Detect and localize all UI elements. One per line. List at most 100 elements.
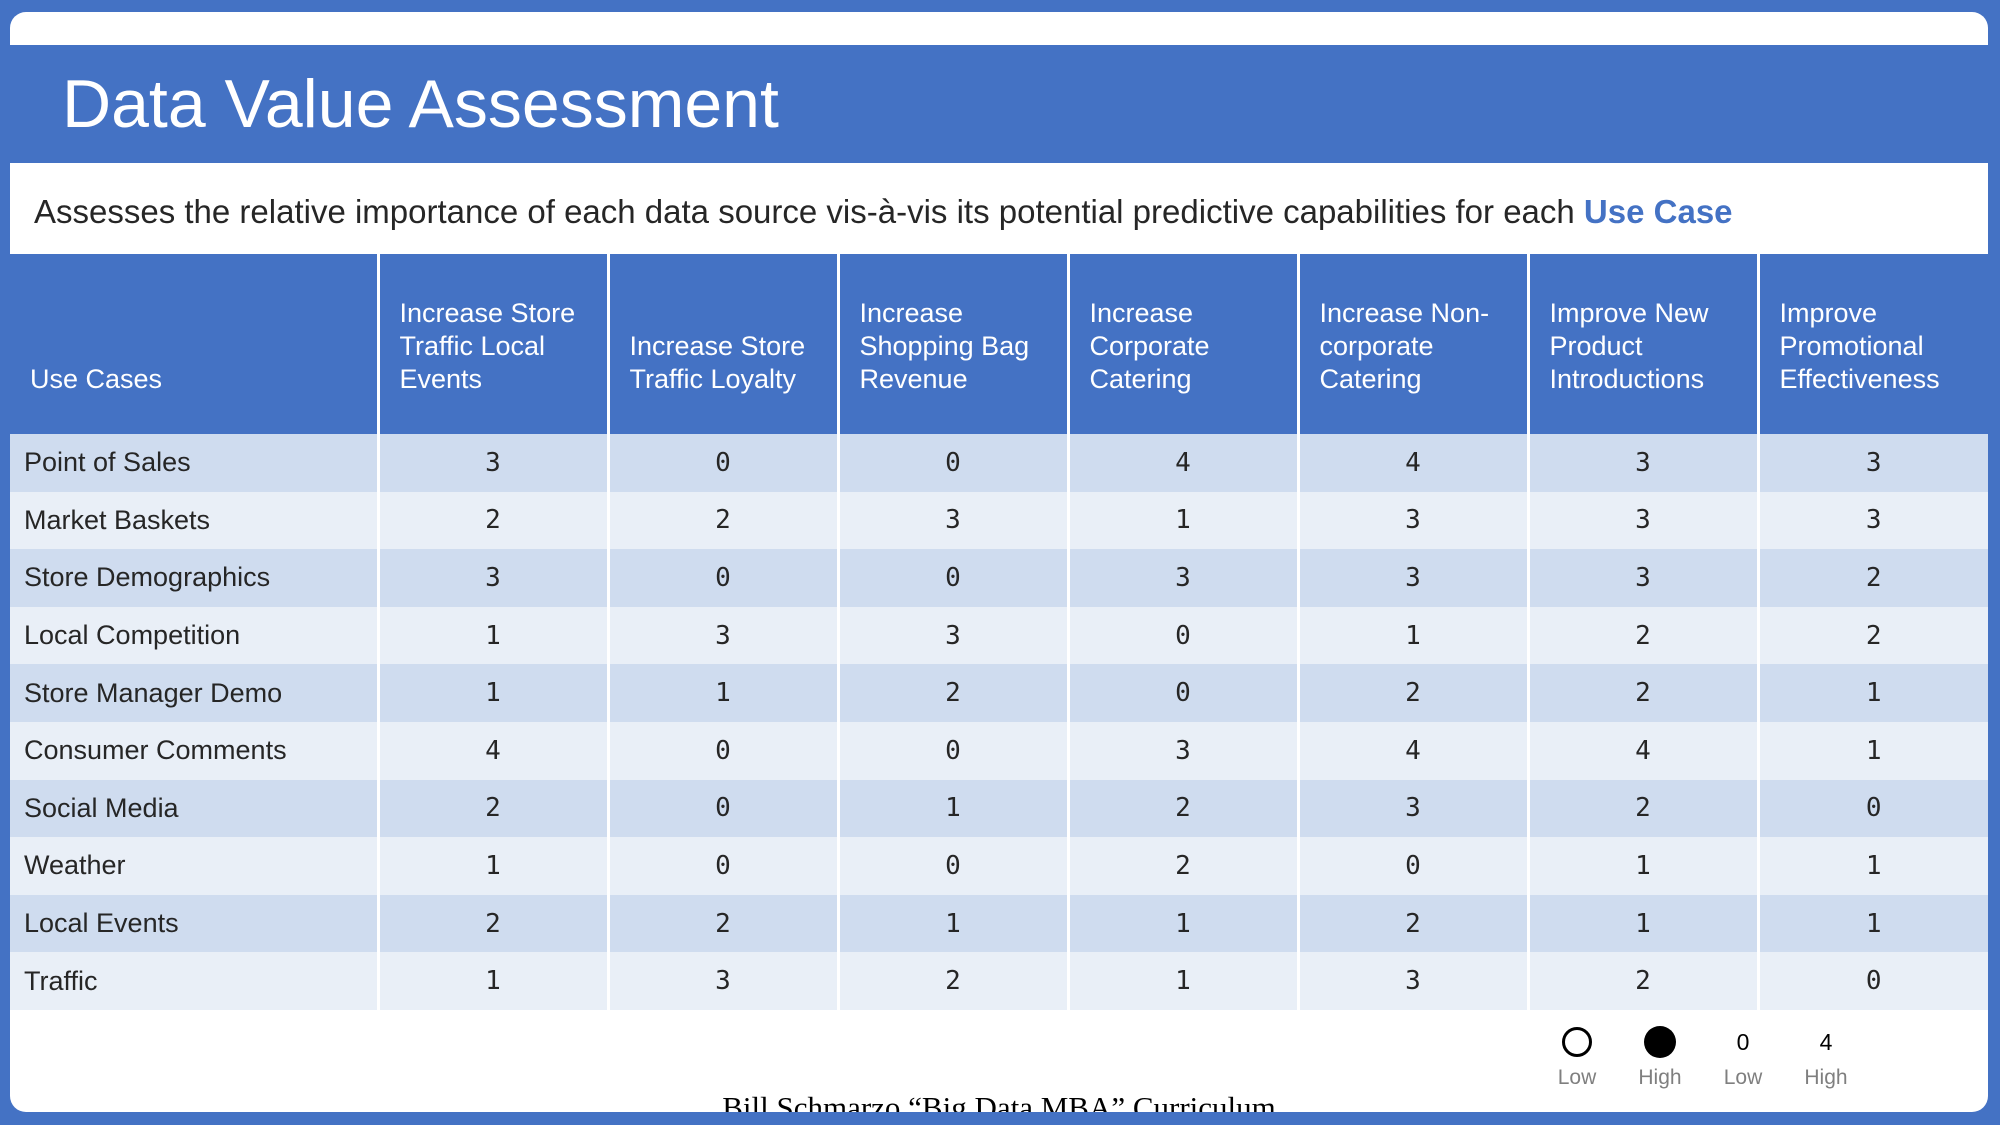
score-cell: 0 (838, 837, 1070, 895)
score-cell: 0 (838, 434, 1070, 492)
score-cell: 2 (838, 952, 1070, 1010)
score-cell: 1 (1758, 664, 1988, 722)
score-cell: 1 (1758, 837, 1988, 895)
score-cell: 1 (1068, 894, 1300, 953)
row-label: Social Media (10, 779, 380, 838)
legend-low-number: 0 Low (1703, 1022, 1783, 1090)
title-bar: Data Value Assessment (10, 45, 1988, 163)
legend-label: High (1638, 1066, 1682, 1089)
legend-label: High (1804, 1066, 1848, 1089)
score-cell: 1 (1758, 894, 1988, 953)
score-cell: 3 (838, 491, 1070, 550)
corner-header: Use Cases (10, 254, 380, 434)
column-header: Increase Non-corporate Catering (1298, 254, 1530, 434)
score-cell: 3 (1068, 721, 1300, 780)
score-cell: 2 (1068, 837, 1300, 895)
score-cell: 2 (608, 894, 840, 953)
table-row: Point of Sales 3 0 0 4 4 3 3 (10, 434, 1988, 492)
score-cell: 1 (378, 952, 610, 1010)
score-cell: 3 (1528, 491, 1760, 550)
score-cell: 3 (1528, 549, 1760, 607)
score-cell: 0 (1758, 779, 1988, 838)
score-cell: 2 (1758, 606, 1988, 665)
column-header: Improve New Product Introductions (1528, 254, 1760, 434)
score-cell: 1 (1758, 721, 1988, 780)
legend-low-circle: Low (1537, 1022, 1617, 1090)
table-row: Local Events 2 2 1 1 2 1 1 (10, 894, 1988, 953)
score-cell: 1 (1298, 606, 1530, 665)
score-cell: 1 (1528, 837, 1760, 895)
score-cell: 1 (378, 664, 610, 722)
score-cell: 0 (608, 779, 840, 838)
score-cell: 2 (608, 491, 840, 550)
score-cell: 0 (1068, 606, 1300, 665)
score-cell: 0 (608, 721, 840, 780)
row-label: Store Demographics (10, 549, 380, 607)
legend-label: Low (1723, 1066, 1763, 1089)
column-header: Increase Shopping Bag Revenue (838, 254, 1070, 434)
row-label: Point of Sales (10, 434, 380, 492)
score-cell: 3 (1298, 779, 1530, 838)
subtitle-text: Assesses the relative importance of each… (34, 193, 1584, 230)
row-label: Store Manager Demo (10, 664, 380, 722)
score-cell: 3 (608, 606, 840, 665)
score-cell: 0 (1298, 837, 1530, 895)
score-cell: 4 (1068, 434, 1300, 492)
table-row: Weather 1 0 0 2 0 1 1 (10, 837, 1988, 895)
empty-circle-icon (1562, 1027, 1592, 1057)
score-cell: 1 (1068, 491, 1300, 550)
score-cell: 2 (1528, 606, 1760, 665)
column-header: Increase Store Traffic Local Events (378, 254, 610, 434)
legend-number: 4 (1819, 1028, 1833, 1055)
score-cell: 1 (378, 606, 610, 665)
column-header: Improve Promotional Effectiveness (1758, 254, 1988, 434)
row-label: Local Events (10, 894, 380, 953)
row-label: Weather (10, 837, 380, 895)
score-cell: 4 (378, 721, 610, 780)
score-cell: 0 (608, 549, 840, 607)
row-label: Market Baskets (10, 491, 380, 550)
score-cell: 4 (1298, 721, 1530, 780)
score-cell: 1 (1528, 894, 1760, 953)
score-cell: 0 (838, 549, 1070, 607)
score-cell: 0 (608, 837, 840, 895)
score-cell: 1 (378, 837, 610, 895)
score-cell: 3 (1298, 549, 1530, 607)
column-header: Increase Corporate Catering (1068, 254, 1300, 434)
score-cell: 2 (1068, 779, 1300, 838)
legend-number: 0 (1736, 1028, 1750, 1055)
score-cell: 2 (1528, 664, 1760, 722)
subtitle-accent: Use Case (1583, 193, 1733, 230)
row-label: Local Competition (10, 606, 380, 665)
table-row: Consumer Comments 4 0 0 3 4 4 1 (10, 721, 1988, 780)
score-cell: 0 (608, 434, 840, 492)
score-cell: 4 (1528, 721, 1760, 780)
score-cell: 2 (1298, 894, 1530, 953)
table-row: Social Media 2 0 1 2 3 2 0 (10, 779, 1988, 838)
page-title: Data Value Assessment (62, 66, 779, 142)
score-cell: 0 (1758, 952, 1988, 1010)
data-value-table: Use Cases Increase Store Traffic Local E… (10, 254, 1988, 1010)
score-cell: 2 (838, 664, 1070, 722)
score-cell: 3 (1758, 491, 1988, 550)
score-cell: 0 (1068, 664, 1300, 722)
score-cell: 2 (378, 491, 610, 550)
row-label: Traffic (10, 952, 380, 1010)
score-cell: 3 (838, 606, 1070, 665)
score-cell: 4 (1298, 434, 1530, 492)
score-cell: 2 (1758, 549, 1988, 607)
credit-line: Bill Schmarzo “Big Data MBA” Curriculum (722, 1090, 1276, 1112)
score-cell: 3 (608, 952, 840, 1010)
score-cell: 2 (378, 894, 610, 953)
score-cell: 2 (1528, 779, 1760, 838)
score-cell: 3 (378, 434, 610, 492)
score-cell: 3 (1528, 434, 1760, 492)
score-cell: 3 (378, 549, 610, 607)
table-row: Traffic 1 3 2 1 3 2 0 (10, 952, 1988, 1010)
score-cell: 0 (838, 721, 1070, 780)
slide: Data Value Assessment Assesses the relat… (10, 12, 1988, 1112)
score-cell: 1 (1068, 952, 1300, 1010)
score-cell: 2 (378, 779, 610, 838)
score-cell: 3 (1298, 952, 1530, 1010)
score-cell: 2 (1298, 664, 1530, 722)
